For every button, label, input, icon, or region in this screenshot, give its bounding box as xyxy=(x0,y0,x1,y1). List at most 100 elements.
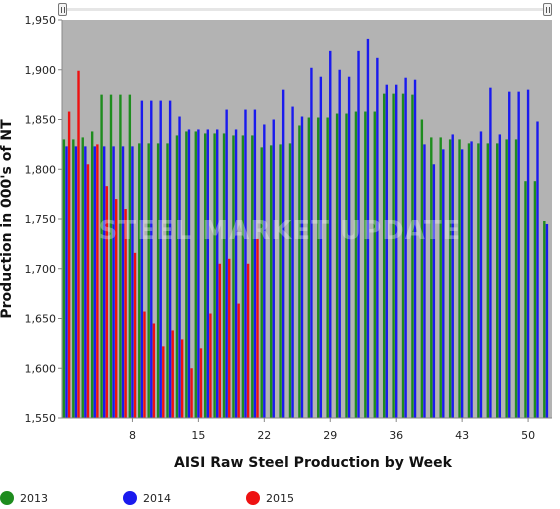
bar-2013-week-43[interactable] xyxy=(458,139,461,418)
bar-2013-week-2[interactable] xyxy=(72,139,75,418)
bar-2013-week-29[interactable] xyxy=(326,117,329,418)
bar-2014-week-15[interactable] xyxy=(197,129,200,418)
bar-2014-week-6[interactable] xyxy=(112,146,115,418)
bar-2014-week-33[interactable] xyxy=(366,38,370,419)
bar-2014-week-11[interactable] xyxy=(159,100,162,418)
bar-2014-week-25[interactable] xyxy=(291,106,294,418)
bar-2015-week-2[interactable] xyxy=(77,70,80,418)
bar-2013-week-16[interactable] xyxy=(204,133,207,418)
bar-2014-week-41[interactable] xyxy=(442,149,445,418)
bar-2014-week-20[interactable] xyxy=(244,109,247,419)
bar-2013-week-49[interactable] xyxy=(514,139,518,418)
bar-2013-week-3[interactable] xyxy=(81,137,84,418)
bar-2013-week-51[interactable] xyxy=(533,181,537,418)
bar-2015-week-5[interactable] xyxy=(105,186,108,418)
bar-2014-week-39[interactable] xyxy=(423,144,426,419)
bar-2014-week-48[interactable] xyxy=(508,91,511,418)
bar-2014-week-22[interactable] xyxy=(263,124,266,418)
bar-2013-week-11[interactable] xyxy=(156,143,160,418)
bar-2014-week-4[interactable] xyxy=(93,146,96,418)
bar-2013-week-17[interactable] xyxy=(213,133,216,418)
bar-2015-week-8[interactable] xyxy=(133,252,137,418)
bar-2014-week-28[interactable] xyxy=(319,76,323,419)
bar-2013-week-45[interactable] xyxy=(477,143,480,418)
bar-2013-week-41[interactable] xyxy=(439,137,442,418)
bar-2013-week-18[interactable] xyxy=(222,133,226,418)
bar-2014-week-37[interactable] xyxy=(404,77,407,419)
bar-2014-week-32[interactable] xyxy=(357,50,360,418)
bar-2014-week-21[interactable] xyxy=(253,109,257,419)
bar-2013-week-21[interactable] xyxy=(251,135,254,419)
bar-2014-week-27[interactable] xyxy=(310,67,313,418)
bar-2013-week-13[interactable] xyxy=(175,135,179,419)
bar-2015-week-20[interactable] xyxy=(246,263,250,418)
bar-2015-week-1[interactable] xyxy=(67,111,71,418)
bar-2013-week-5[interactable] xyxy=(100,94,103,419)
bar-2015-week-10[interactable] xyxy=(152,323,156,418)
bar-2014-week-17[interactable] xyxy=(216,129,219,418)
bar-2014-week-42[interactable] xyxy=(451,134,454,418)
bar-2014-week-45[interactable] xyxy=(479,131,483,418)
bar-2014-week-47[interactable] xyxy=(498,134,502,418)
range-right-handle[interactable] xyxy=(543,3,552,16)
bar-2013-week-28[interactable] xyxy=(317,117,320,418)
bar-2013-week-25[interactable] xyxy=(288,143,292,418)
bar-2014-week-49[interactable] xyxy=(517,91,520,418)
bar-2014-week-35[interactable] xyxy=(385,84,388,419)
bar-2015-week-12[interactable] xyxy=(171,330,174,418)
bar-2013-week-14[interactable] xyxy=(185,131,188,418)
bar-2013-week-30[interactable] xyxy=(335,113,339,418)
legend-item-2015[interactable]: 2015 xyxy=(246,489,294,507)
bar-2013-week-6[interactable] xyxy=(109,94,113,419)
bar-2014-week-29[interactable] xyxy=(329,50,332,418)
bar-2014-week-43[interactable] xyxy=(460,149,464,418)
bar-2015-week-13[interactable] xyxy=(180,339,184,418)
bar-2013-week-40[interactable] xyxy=(430,137,433,418)
bar-2013-week-19[interactable] xyxy=(232,135,235,419)
bar-2015-week-18[interactable] xyxy=(228,258,231,418)
bar-2014-week-5[interactable] xyxy=(102,146,106,418)
bar-2013-week-52[interactable] xyxy=(543,220,546,418)
bar-2013-week-44[interactable] xyxy=(467,143,471,418)
bar-2013-week-27[interactable] xyxy=(307,117,311,418)
bar-2013-week-4[interactable] xyxy=(90,131,94,418)
bar-2014-week-18[interactable] xyxy=(225,109,228,419)
bar-2013-week-31[interactable] xyxy=(345,113,348,418)
bar-2014-week-24[interactable] xyxy=(281,89,285,419)
bar-2014-week-1[interactable] xyxy=(65,146,68,418)
bar-2013-week-36[interactable] xyxy=(392,93,395,418)
bar-2015-week-11[interactable] xyxy=(162,346,165,418)
bar-2013-week-22[interactable] xyxy=(260,147,263,419)
range-left-handle[interactable] xyxy=(58,3,67,16)
bar-2014-week-23[interactable] xyxy=(272,119,275,419)
bar-2014-week-14[interactable] xyxy=(187,129,191,418)
bar-2014-week-52[interactable] xyxy=(545,223,549,418)
bar-2014-week-8[interactable] xyxy=(131,146,134,418)
bar-2015-week-17[interactable] xyxy=(218,263,222,418)
bar-2014-week-3[interactable] xyxy=(84,146,87,418)
bar-2015-week-6[interactable] xyxy=(115,199,118,418)
bar-2013-week-8[interactable] xyxy=(128,94,132,419)
bar-2013-week-46[interactable] xyxy=(486,143,489,418)
bar-2013-week-35[interactable] xyxy=(382,93,386,418)
bar-2014-week-13[interactable] xyxy=(178,116,181,419)
bar-2014-week-9[interactable] xyxy=(140,100,144,418)
bar-2015-week-9[interactable] xyxy=(143,311,146,418)
legend-item-2014[interactable]: 2014 xyxy=(123,489,171,507)
bar-2014-week-19[interactable] xyxy=(234,129,238,418)
bar-2013-week-42[interactable] xyxy=(448,139,452,418)
bar-2014-week-10[interactable] xyxy=(150,100,153,418)
bar-2015-week-4[interactable] xyxy=(96,144,99,419)
bar-2013-week-48[interactable] xyxy=(505,139,508,418)
bar-2014-week-7[interactable] xyxy=(121,146,125,418)
bar-2014-week-16[interactable] xyxy=(206,129,209,418)
legend-item-2013[interactable]: 2013 xyxy=(0,489,48,507)
bar-2013-week-20[interactable] xyxy=(241,135,245,419)
bar-2013-week-33[interactable] xyxy=(364,111,367,418)
bar-2015-week-7[interactable] xyxy=(124,209,127,418)
bar-2014-week-38[interactable] xyxy=(413,79,417,418)
bar-2013-week-39[interactable] xyxy=(420,119,424,419)
bar-2013-week-15[interactable] xyxy=(194,131,197,418)
bar-2014-week-26[interactable] xyxy=(300,116,304,419)
bar-2015-week-14[interactable] xyxy=(190,368,193,418)
